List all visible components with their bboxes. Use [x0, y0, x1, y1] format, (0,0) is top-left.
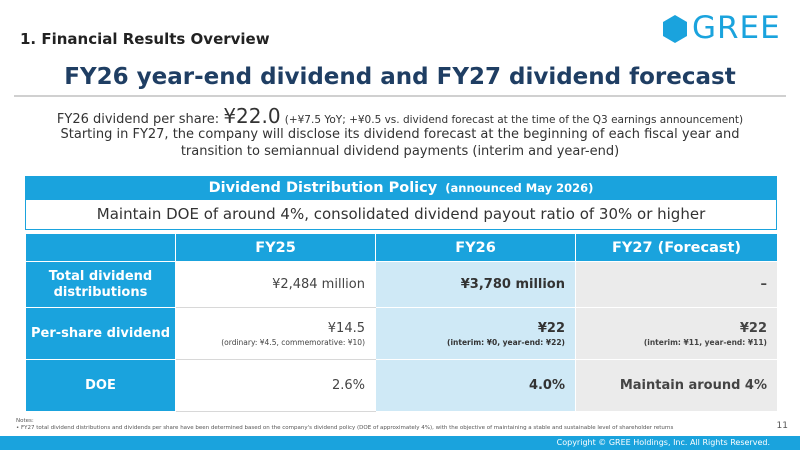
title-divider [14, 95, 786, 97]
table-row: DOE 2.6% 4.0% Maintain around 4% [25, 359, 778, 412]
cell-value: 4.0% [528, 378, 565, 393]
notes-heading: Notes: [16, 418, 34, 424]
policy-text: Maintain DOE of around 4%, consolidated … [96, 205, 706, 223]
cell-value: ¥22 [537, 320, 565, 336]
policy-header: Dividend Distribution Policy (announced … [26, 177, 776, 200]
table-row: Total dividend distributions ¥2,484 mill… [25, 261, 778, 308]
notes-item: • FY27 total dividend distributions and … [16, 425, 674, 431]
logo-text: GREE [692, 10, 781, 46]
cell-fy25-per-share: ¥14.5 (ordinary: ¥4.5, commemorative: ¥1… [175, 307, 376, 360]
cell-note: (ordinary: ¥4.5, commemorative: ¥10) [221, 337, 365, 347]
page-number: 11 [776, 421, 788, 431]
cell-value: ¥22 [739, 320, 767, 336]
hexagon-logo-icon [663, 14, 687, 43]
dividend-disclosure-text: Starting in FY27, the company will discl… [0, 126, 800, 160]
cell-fy26-per-share: ¥22 (interim: ¥0, year-end: ¥22) [375, 307, 576, 360]
cell-fy27-total: – [575, 261, 778, 308]
policy-title: Dividend Distribution Policy [208, 180, 438, 196]
table-header-fy25: FY25 [175, 233, 376, 262]
cell-fy27-doe: Maintain around 4% [575, 359, 778, 412]
cell-value: Maintain around 4% [619, 378, 767, 393]
row-label-total-distributions: Total dividend distributions [25, 261, 176, 308]
disclosure-line-1: Starting in FY27, the company will discl… [60, 127, 740, 142]
summary-prefix: FY26 dividend per share: [56, 112, 224, 127]
table-header-row: FY25 FY26 FY27 (Forecast) [25, 233, 778, 262]
cell-value: – [760, 277, 768, 292]
cell-value: ¥3,780 million [460, 277, 565, 292]
dividend-policy-box: Dividend Distribution Policy (announced … [25, 176, 777, 230]
cell-note: (interim: ¥0, year-end: ¥22) [447, 337, 565, 347]
gree-logo: GREE [662, 13, 781, 44]
cell-fy26-total: ¥3,780 million [375, 261, 576, 308]
cell-value: ¥14.5 [327, 320, 365, 336]
cell-fy25-doe: 2.6% [175, 359, 376, 412]
page-title: FY26 year-end dividend and FY27 dividend… [64, 64, 736, 90]
table-header-corner [25, 233, 176, 262]
dividend-amount: ¥22.0 [223, 104, 281, 128]
dividend-table: FY25 FY26 FY27 (Forecast) Total dividend… [25, 233, 778, 412]
cell-value: 2.6% [331, 378, 365, 393]
footnotes: Notes: • FY27 total dividend distributio… [16, 418, 673, 432]
row-label-per-share: Per-share dividend [25, 307, 176, 360]
section-title: 1. Financial Results Overview [20, 30, 270, 48]
policy-subtitle: (announced May 2026) [445, 181, 594, 195]
table-header-fy26: FY26 [375, 233, 576, 262]
row-label-doe: DOE [25, 359, 176, 412]
cell-value: ¥2,484 million [272, 277, 365, 292]
copyright-text: Copyright © GREE Holdings, Inc. All Righ… [556, 438, 770, 447]
cell-fy26-doe: 4.0% [375, 359, 576, 412]
dividend-summary-line: FY26 dividend per share: ¥22.0 (+¥7.5 Yo… [0, 104, 800, 128]
cell-fy27-per-share: ¥22 (interim: ¥11, year-end: ¥11) [575, 307, 778, 360]
table-row: Per-share dividend ¥14.5 (ordinary: ¥4.5… [25, 307, 778, 360]
cell-note: (interim: ¥11, year-end: ¥11) [643, 337, 767, 347]
cell-fy25-total: ¥2,484 million [175, 261, 376, 308]
footer-bar: Copyright © GREE Holdings, Inc. All Righ… [0, 436, 800, 450]
disclosure-line-2: transition to semiannual dividend paymen… [180, 144, 620, 159]
dividend-detail: (+¥7.5 YoY; +¥0.5 vs. dividend forecast … [284, 114, 744, 126]
table-header-fy27: FY27 (Forecast) [575, 233, 778, 262]
